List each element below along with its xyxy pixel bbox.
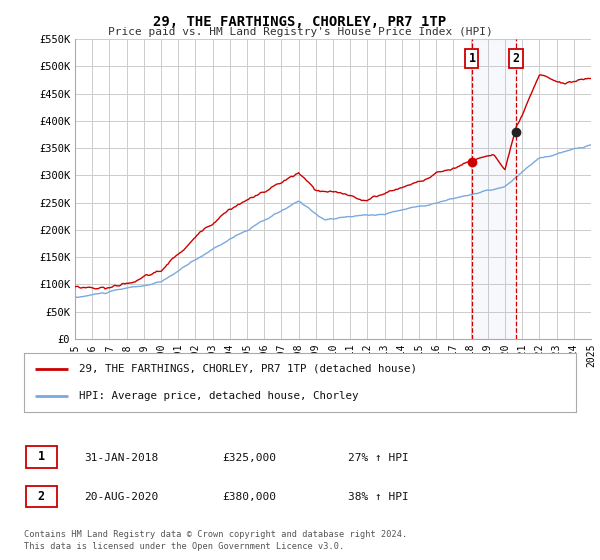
Text: 31-JAN-2018: 31-JAN-2018	[84, 453, 158, 463]
Text: 29, THE FARTHINGS, CHORLEY, PR7 1TP (detached house): 29, THE FARTHINGS, CHORLEY, PR7 1TP (det…	[79, 363, 417, 374]
Text: 2: 2	[512, 52, 520, 65]
Text: 2: 2	[38, 489, 45, 503]
Text: 1: 1	[38, 450, 45, 464]
Text: 27% ↑ HPI: 27% ↑ HPI	[348, 453, 409, 463]
Text: 1: 1	[469, 52, 476, 65]
Text: 29, THE FARTHINGS, CHORLEY, PR7 1TP: 29, THE FARTHINGS, CHORLEY, PR7 1TP	[154, 15, 446, 29]
Text: Price paid vs. HM Land Registry's House Price Index (HPI): Price paid vs. HM Land Registry's House …	[107, 27, 493, 38]
Text: This data is licensed under the Open Government Licence v3.0.: This data is licensed under the Open Gov…	[24, 542, 344, 550]
Text: £380,000: £380,000	[222, 492, 276, 502]
Text: HPI: Average price, detached house, Chorley: HPI: Average price, detached house, Chor…	[79, 391, 359, 401]
Text: £325,000: £325,000	[222, 453, 276, 463]
FancyBboxPatch shape	[26, 446, 57, 468]
Bar	[472, 39, 516, 339]
Text: 20-AUG-2020: 20-AUG-2020	[84, 492, 158, 502]
FancyBboxPatch shape	[26, 486, 57, 507]
Text: Contains HM Land Registry data © Crown copyright and database right 2024.: Contains HM Land Registry data © Crown c…	[24, 530, 407, 539]
Text: 38% ↑ HPI: 38% ↑ HPI	[348, 492, 409, 502]
